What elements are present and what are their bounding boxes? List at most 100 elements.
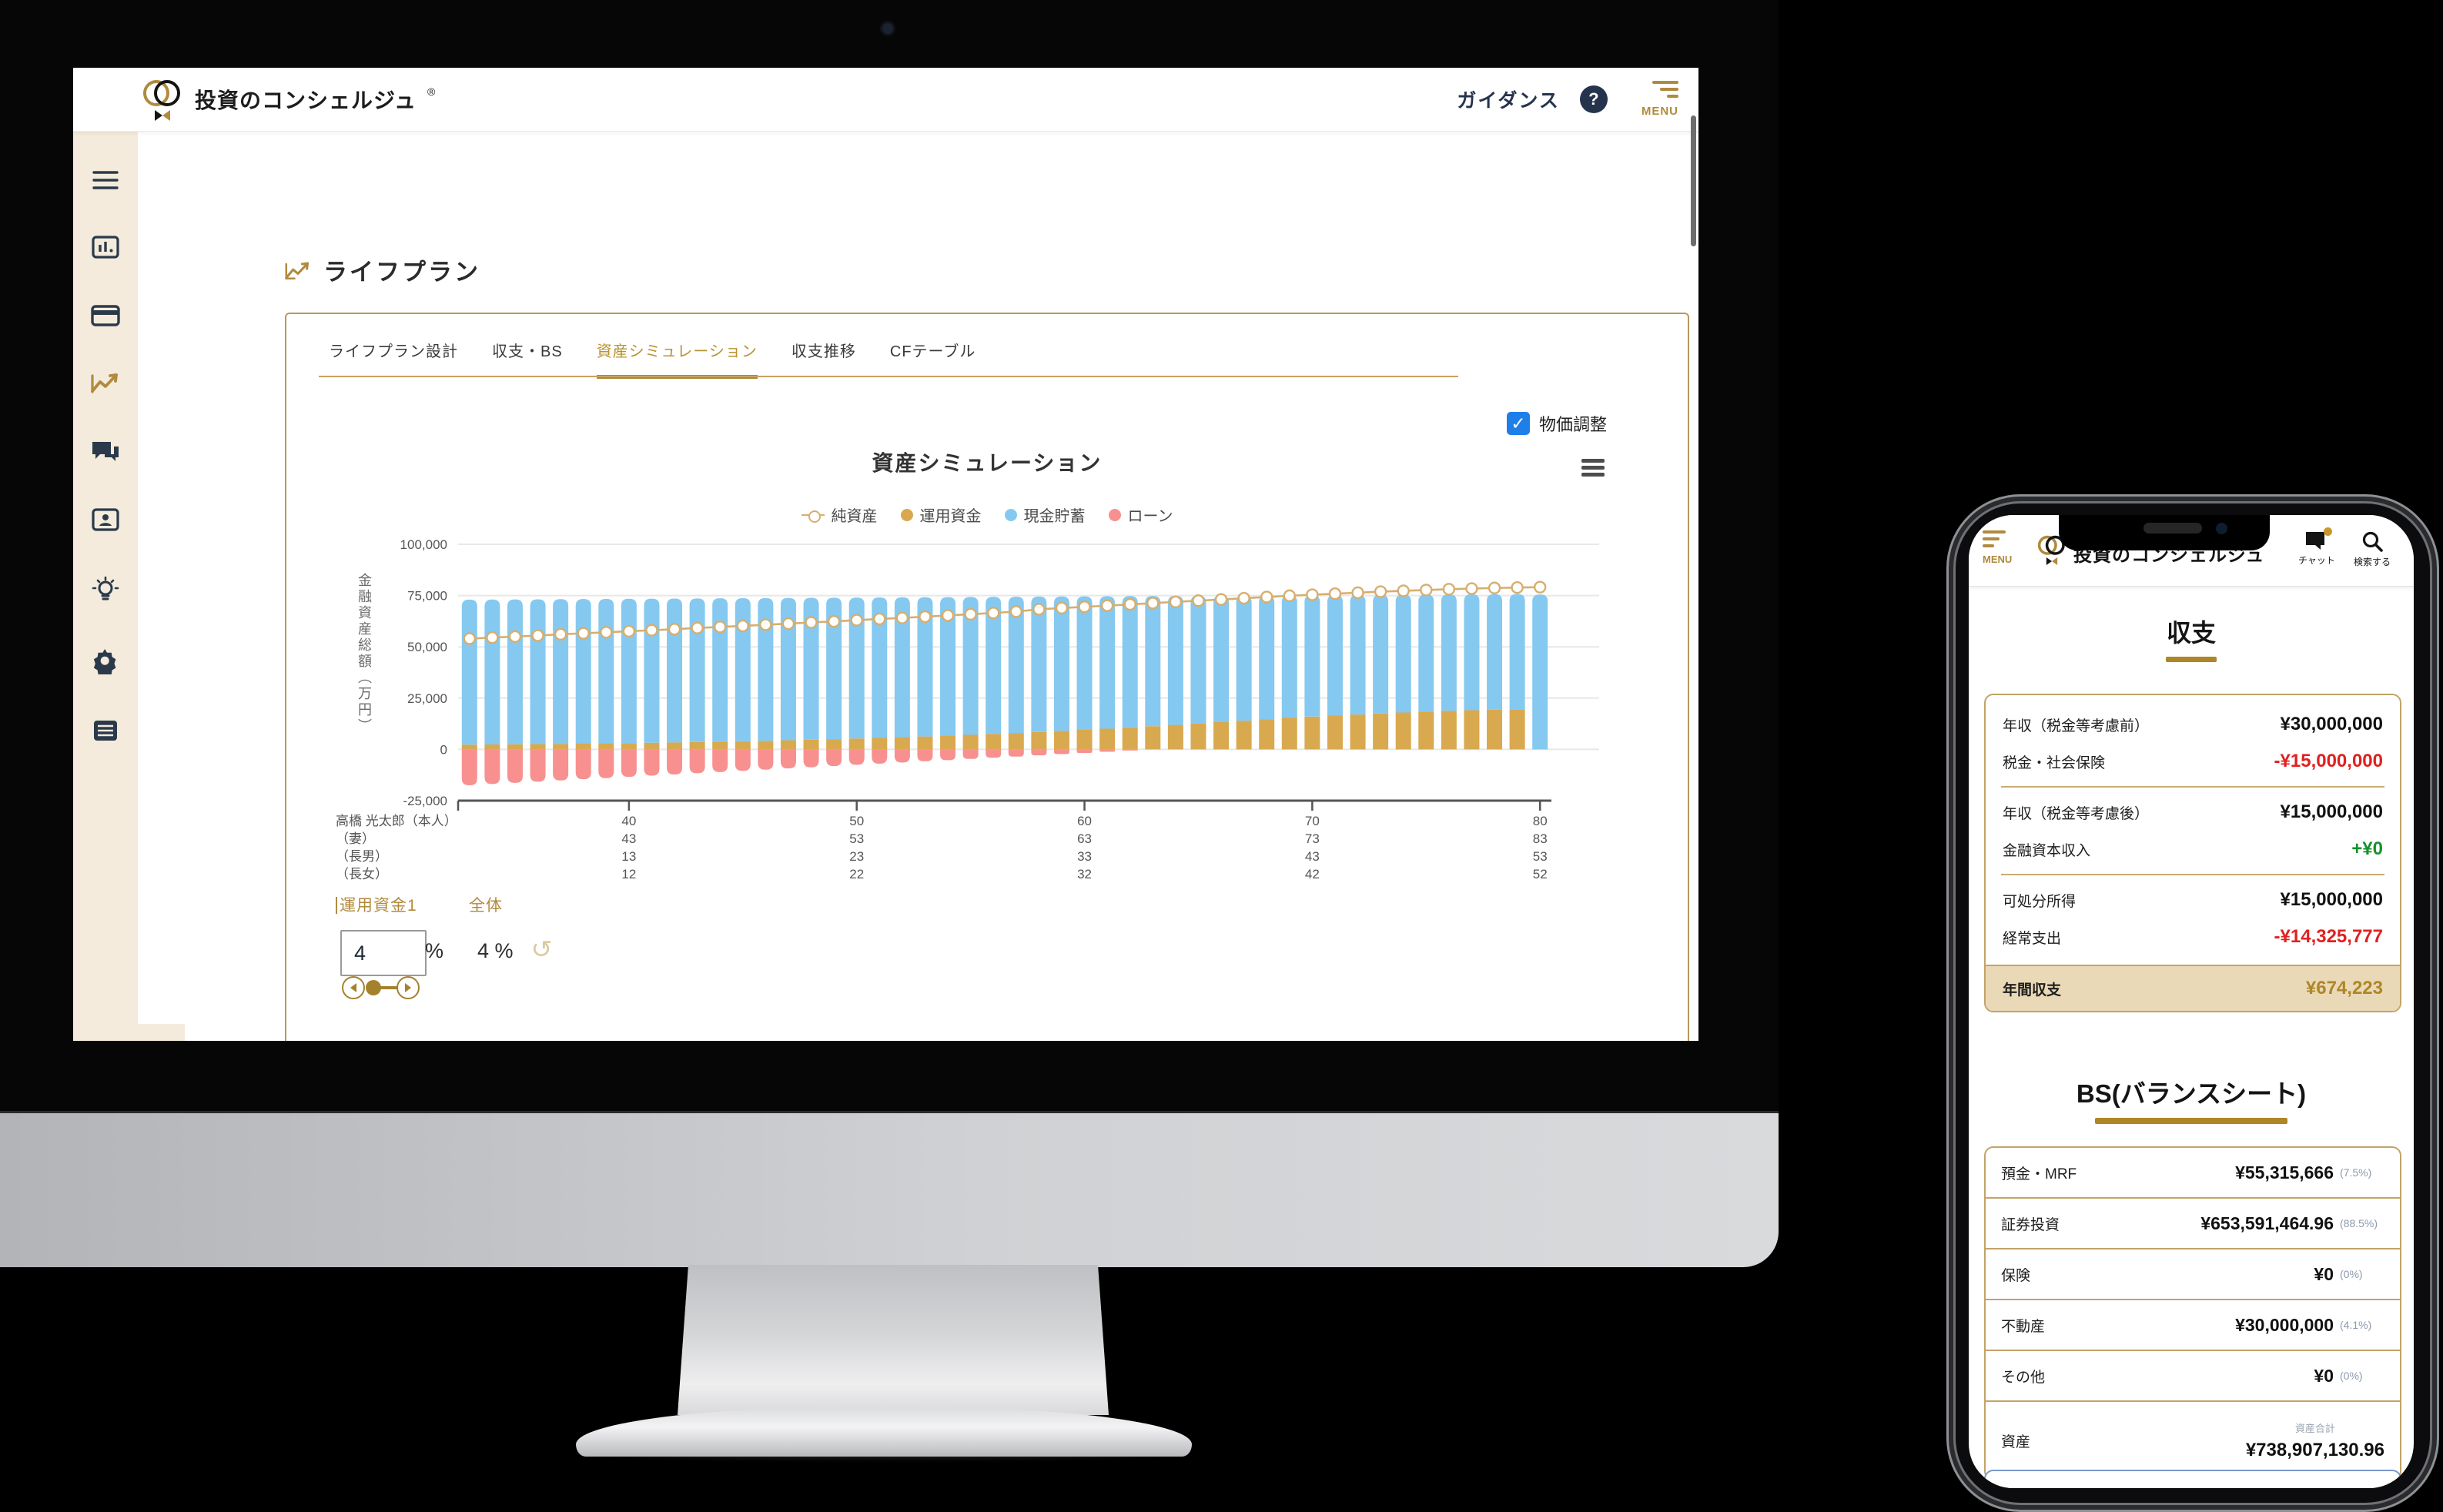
sidebar-item-idea[interactable]	[92, 576, 119, 604]
asset-simulation-chart[interactable]: 100,000 75,000 50,000 25,000 0 -25,000 高橋 光太郎（…	[333, 531, 1634, 885]
svg-text:75,000: 75,000	[407, 589, 447, 604]
svg-text:52: 52	[1533, 867, 1548, 881]
fund1-rate-input[interactable]	[340, 930, 427, 976]
svg-text:43: 43	[621, 831, 636, 846]
sidebar-nav	[73, 131, 138, 1041]
fund1-unit: %	[425, 939, 444, 962]
svg-text:60: 60	[1077, 814, 1092, 828]
menu-button[interactable]: MENU	[1641, 81, 1678, 118]
svg-text:83: 83	[1533, 831, 1548, 846]
chart-context-menu-icon[interactable]	[1581, 459, 1605, 477]
svg-text:42: 42	[1305, 867, 1320, 881]
menu-icon	[1652, 81, 1678, 84]
slider-track	[380, 986, 406, 989]
sidebar-item-profile[interactable]	[92, 508, 119, 531]
dot-icon	[1004, 508, 1017, 521]
tab-cf-table[interactable]: CFテーブル	[889, 343, 976, 360]
income-row: 経常支出 -¥14,325,777	[2003, 926, 2383, 947]
right-arrow-icon	[405, 983, 411, 992]
sidebar-item-dashboard[interactable]	[92, 236, 119, 260]
price-adjust-label: 物価調整	[1539, 415, 1608, 434]
monitor-stand-neck	[678, 1265, 1109, 1415]
svg-text:80: 80	[1533, 814, 1548, 828]
sidebar-item-settings[interactable]	[92, 648, 119, 674]
svg-text:-25,000: -25,000	[403, 794, 447, 808]
fund1-label[interactable]: 運用資金1	[336, 893, 417, 916]
sidebar-item-chat[interactable]	[91, 439, 120, 463]
app-window: 投資のコンシェルジュ ® ガイダンス ? MENU ライフプラン ライフプラン設…	[73, 68, 1698, 1041]
bs-section-title: BS(バランスシート)	[1969, 1073, 2414, 1124]
svg-text:0: 0	[440, 742, 447, 757]
tab-income-bs[interactable]: 収支・BS	[492, 343, 563, 360]
slider-increase-button[interactable]	[397, 976, 420, 999]
chart-title: 資産シミュレーション	[872, 451, 1103, 475]
brand-name: 投資のコンシェルジュ	[195, 89, 417, 112]
income-card: 年収（税金等考慮前） ¥30,000,000 税金・社会保険 -¥15,000,00…	[1984, 694, 2401, 1012]
income-total-row: 年間収支 ¥674,223	[1986, 965, 2400, 1011]
income-row: 可処分所得 ¥15,000,000	[2003, 889, 2383, 910]
sidebar-item-menu[interactable]	[92, 169, 119, 191]
sidebar-item-report[interactable]	[92, 719, 119, 742]
tab-asset-simulation[interactable]: 資産シミュレーション	[596, 339, 758, 379]
brand-logo-icon	[143, 80, 180, 121]
bs-total-row: 資産 資産合計 ¥738,907,130.96	[1986, 1402, 2400, 1479]
search-icon	[2362, 531, 2383, 552]
svg-text:53: 53	[1533, 849, 1548, 864]
window-scrollbar[interactable]	[1691, 115, 1696, 246]
phone-chat-button[interactable]: チャット	[2298, 527, 2335, 567]
sidebar-item-lifeplan[interactable]	[91, 371, 120, 394]
chart-legend: 純資産 運用資金 現金貯蓄 ローン	[286, 503, 1688, 526]
price-adjust-checkbox[interactable]: ✓	[1507, 412, 1530, 435]
legend-cash[interactable]: 現金貯蓄	[1004, 503, 1086, 526]
svg-text:（妻）: （妻）	[336, 831, 375, 846]
price-adjust-control: ✓ 物価調整	[1507, 411, 1607, 436]
overall-label[interactable]: 全体	[469, 897, 503, 915]
phone: MENU 投資のコンシェルジュ チャット 検索する	[1946, 494, 2439, 1512]
net-assets-line	[463, 580, 1547, 645]
income-row: 年収（税金等考慮前） ¥30,000,000	[2003, 714, 2383, 734]
page-title-row: ライフプラン	[285, 253, 480, 287]
slider-decrease-button[interactable]	[342, 976, 365, 999]
guidance-link[interactable]: ガイダンス	[1457, 90, 1560, 112]
brand-logo[interactable]: 投資のコンシェルジュ ®	[141, 76, 435, 122]
help-icon[interactable]: ?	[1579, 85, 1608, 113]
tab-bar: ライフプラン設計 収支・BS 資産シミュレーション 収支推移 CFテーブル	[329, 339, 976, 379]
chat-icon	[2304, 527, 2332, 550]
text-caret	[336, 897, 337, 914]
lifeplan-panel: ライフプラン設計 収支・BS 資産シミュレーション 収支推移 CFテーブル ✓ …	[285, 313, 1689, 1041]
tab-lifeplan-design[interactable]: ライフプラン設計	[329, 343, 458, 360]
y-axis-title: 金融資産総額（万円）	[356, 573, 372, 734]
tab-income-trend[interactable]: 収支推移	[791, 343, 856, 360]
phone-screen: MENU 投資のコンシェルジュ チャット 検索する	[1969, 515, 2414, 1488]
legend-loan[interactable]: ローン	[1108, 503, 1173, 526]
phone-search-button[interactable]: 検索する	[2354, 530, 2391, 568]
svg-text:70: 70	[1305, 814, 1320, 828]
phone-menu-button[interactable]: MENU	[1983, 530, 2012, 565]
svg-text:（長女）: （長女）	[336, 867, 388, 881]
legend-fund[interactable]: 運用資金	[900, 503, 982, 526]
overall-rate-value: 4 %	[477, 939, 514, 962]
svg-text:22: 22	[849, 867, 864, 881]
svg-text:50: 50	[849, 814, 864, 828]
rate-slider[interactable]	[333, 976, 425, 999]
monitor-camera	[882, 23, 893, 34]
slider-handle[interactable]	[366, 980, 381, 995]
svg-text:50,000: 50,000	[407, 640, 447, 654]
phone-notch	[2059, 515, 2270, 550]
income-row: 金融資本収入 +¥0	[2003, 838, 2383, 859]
left-arrow-icon	[350, 983, 356, 992]
income-row: 税金・社会保険 -¥15,000,000	[2003, 751, 2383, 771]
svg-text:32: 32	[1077, 867, 1092, 881]
svg-text:63: 63	[1077, 831, 1092, 846]
monitor-chin	[0, 1111, 1779, 1267]
svg-text:53: 53	[849, 831, 864, 846]
phone-brand-icon[interactable]	[2036, 532, 2067, 567]
svg-text:高橋 光太郎（本人）: 高橋 光太郎（本人）	[336, 814, 457, 828]
undo-icon[interactable]: ↺	[530, 935, 553, 963]
income-row: 年収（税金等考慮後） ¥15,000,000	[2003, 801, 2383, 822]
monitor-stand-base	[576, 1407, 1192, 1457]
sidebar-item-card[interactable]	[91, 305, 120, 326]
svg-text:（長男）: （長男）	[336, 849, 388, 864]
title-underline	[2166, 657, 2217, 662]
legend-net-assets[interactable]: 純資産	[801, 503, 878, 526]
